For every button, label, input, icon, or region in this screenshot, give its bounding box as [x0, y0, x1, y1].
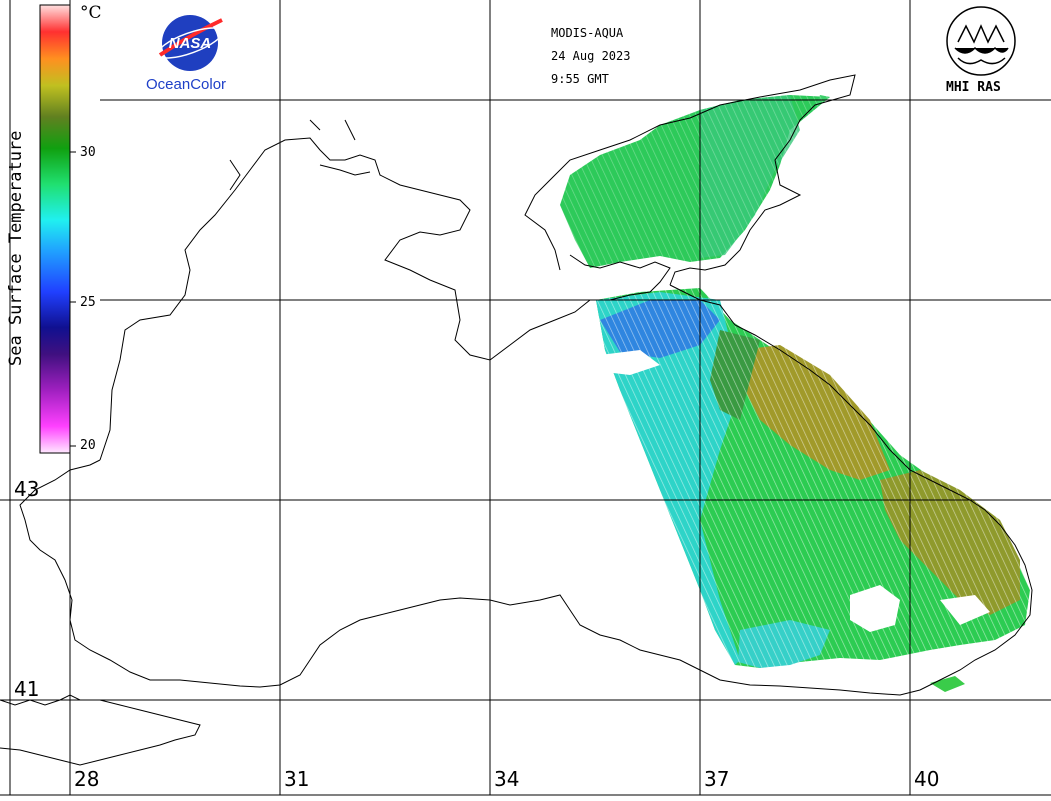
- longitude-label-37: 37: [704, 767, 729, 791]
- header-info: MODIS-AQUA 24 Aug 2023 9:55 GMT: [500, 22, 690, 91]
- colorbar: [39, 4, 71, 454]
- mhi-ras-label: MHI RAS: [946, 80, 1001, 95]
- oceancolor-label: OceanColor: [146, 76, 227, 93]
- longitude-label-40: 40: [914, 767, 939, 791]
- coast-bosporus: [0, 694, 201, 766]
- mhi-logo: [946, 6, 1016, 76]
- colorbar-title: Sea Surface Temperature: [6, 130, 26, 366]
- coast-crimea-kerch: [569, 254, 671, 301]
- date-label: 24 Aug 2023: [551, 49, 631, 63]
- time-label: 9:55 GMT: [551, 72, 609, 86]
- sensor-label: MODIS-AQUA: [551, 26, 624, 40]
- latitude-label-41: 41: [14, 677, 39, 701]
- coast-islands: [229, 119, 371, 191]
- colorbar-tick-25: 25: [80, 295, 96, 310]
- latitude-label-43: 43: [14, 477, 39, 501]
- nasa-logo: NASA: [157, 15, 223, 71]
- longitude-label-28: 28: [74, 767, 99, 791]
- colorbar-tick-20: 20: [80, 438, 96, 453]
- longitude-label-31: 31: [284, 767, 309, 791]
- nasa-logo-text: NASA: [169, 35, 212, 52]
- colorbar-tick-30: 30: [80, 145, 96, 160]
- blacksea-stripes: [590, 285, 1040, 675]
- coast-caucasus: [19, 284, 1033, 696]
- coast-northwest: [99, 137, 591, 461]
- coastlines: [0, 74, 1033, 766]
- coastal-patch: [930, 676, 965, 692]
- colorbar-unit: °C: [80, 3, 102, 23]
- longitude-label-34: 34: [494, 767, 519, 791]
- axis-labels: 28 31 34 37 40 43 41: [14, 477, 939, 791]
- colorbar-ticks: [70, 151, 76, 447]
- coast-azov: [524, 74, 856, 286]
